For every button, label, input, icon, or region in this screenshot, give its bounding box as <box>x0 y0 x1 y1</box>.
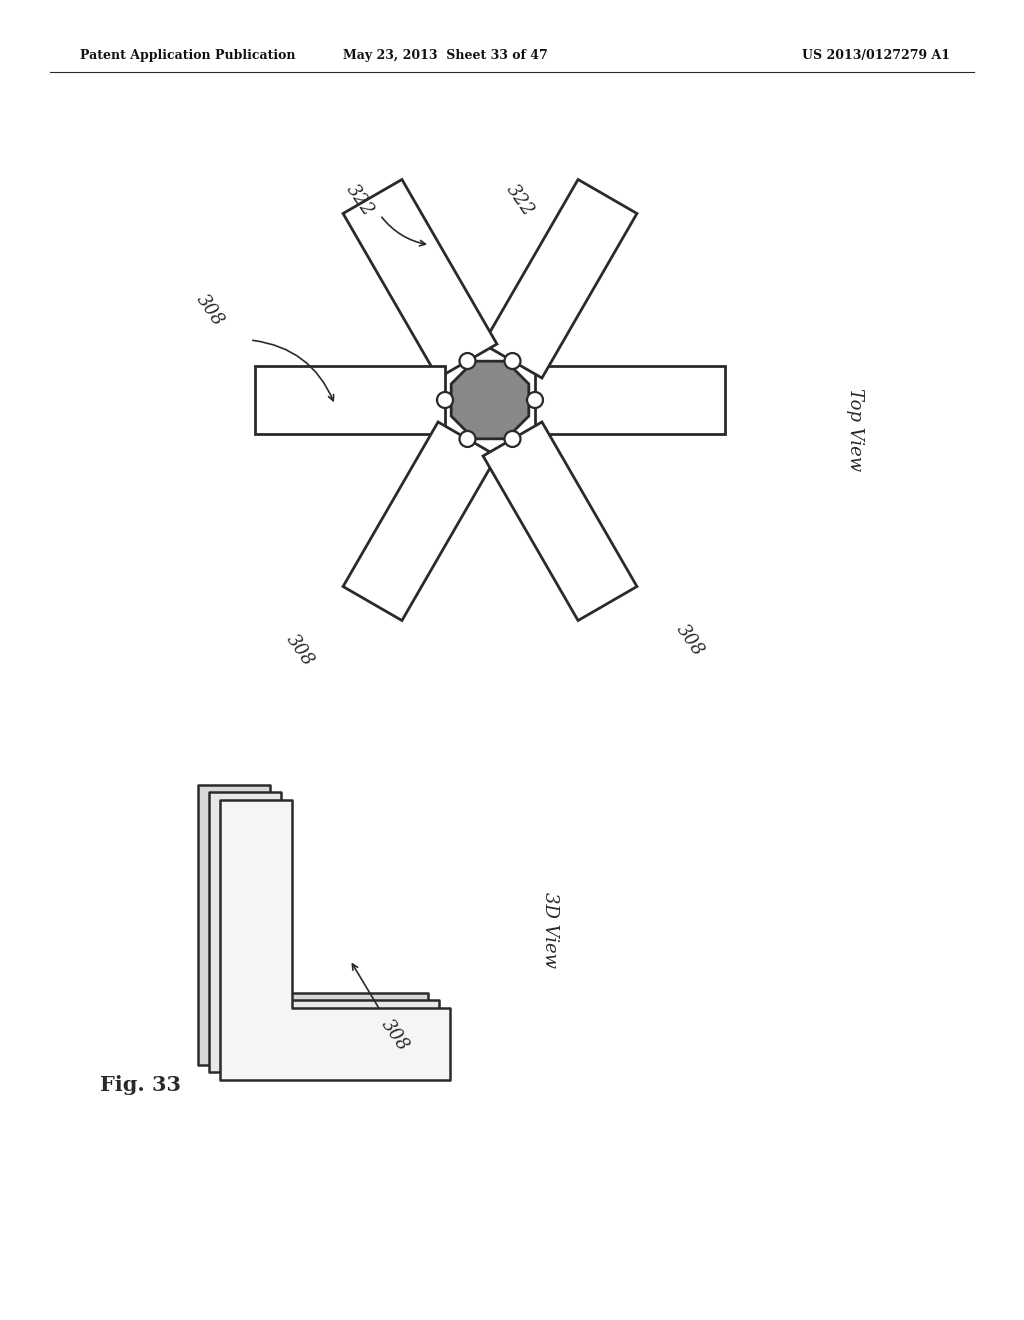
Polygon shape <box>483 180 637 378</box>
Text: Fig. 33: Fig. 33 <box>100 1074 181 1096</box>
Polygon shape <box>198 785 428 1065</box>
Text: 308: 308 <box>193 290 227 329</box>
Polygon shape <box>209 792 439 1072</box>
Polygon shape <box>255 366 445 434</box>
Circle shape <box>527 392 543 408</box>
Polygon shape <box>343 180 497 378</box>
Polygon shape <box>452 362 528 438</box>
Polygon shape <box>220 800 450 1080</box>
Circle shape <box>505 430 520 447</box>
Text: 308: 308 <box>283 631 317 669</box>
Circle shape <box>505 352 520 370</box>
Text: Top View: Top View <box>846 388 864 471</box>
Circle shape <box>460 430 475 447</box>
Text: Patent Application Publication: Patent Application Publication <box>80 49 296 62</box>
Circle shape <box>460 352 475 370</box>
Polygon shape <box>483 422 637 620</box>
Polygon shape <box>343 422 497 620</box>
Text: 3D View: 3D View <box>541 892 559 968</box>
Circle shape <box>437 392 453 408</box>
Text: 322: 322 <box>503 181 538 219</box>
Text: 308: 308 <box>378 1015 413 1055</box>
Polygon shape <box>535 366 725 434</box>
Text: US 2013/0127279 A1: US 2013/0127279 A1 <box>802 49 950 62</box>
Text: May 23, 2013  Sheet 33 of 47: May 23, 2013 Sheet 33 of 47 <box>343 49 548 62</box>
Text: 308: 308 <box>673 620 708 659</box>
Text: 322: 322 <box>343 181 377 219</box>
